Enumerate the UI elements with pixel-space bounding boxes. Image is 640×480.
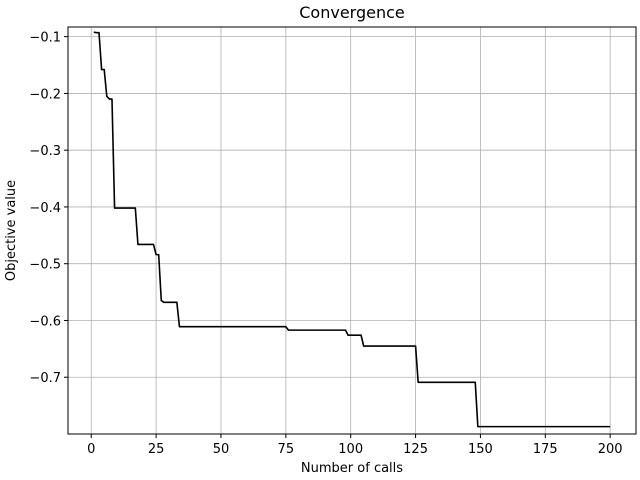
plot-frame — [67, 26, 637, 435]
y-tick-label: −0.4 — [29, 201, 61, 216]
x-tick-label: 25 — [148, 442, 165, 457]
y-tick-label: −0.7 — [29, 371, 61, 386]
x-tick-label: 50 — [213, 442, 230, 457]
x-tick-label: 150 — [468, 442, 493, 457]
y-axis-label: Objective value — [4, 180, 19, 281]
x-tick-label: 0 — [87, 442, 95, 457]
grid — [68, 27, 636, 434]
series-line — [93, 31, 611, 428]
y-tick-label: −0.1 — [29, 31, 61, 46]
y-axis: −0.1 −0.2 −0.3 −0.4 −0.5 −0.6 −0.7 — [29, 31, 68, 386]
x-tick-label: 175 — [533, 442, 558, 457]
chart-title: Convergence — [299, 3, 405, 22]
y-tick-label: −0.5 — [29, 258, 61, 273]
x-tick-label: 75 — [278, 442, 295, 457]
y-tick-label: −0.3 — [29, 144, 61, 159]
x-tick-label: 100 — [338, 442, 363, 457]
x-axis: 0 25 50 75 100 125 150 175 200 — [87, 434, 623, 457]
y-tick-label: −0.2 — [29, 87, 61, 102]
x-tick-label: 200 — [598, 442, 623, 457]
series-layer — [93, 31, 611, 428]
x-axis-label: Number of calls — [301, 461, 403, 476]
x-tick-label: 125 — [403, 442, 428, 457]
y-tick-label: −0.6 — [29, 314, 61, 329]
